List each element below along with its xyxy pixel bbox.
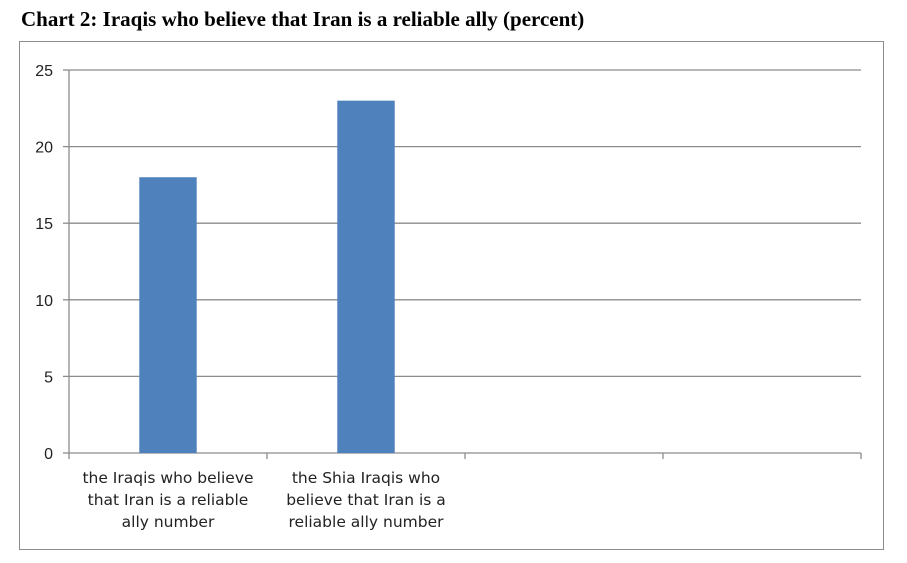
y-tick-label-5: 25	[35, 63, 53, 80]
bar-1	[337, 100, 395, 453]
bar-0	[139, 177, 197, 454]
y-tick-label-0: 0	[44, 446, 53, 463]
y-tick-label-2: 10	[35, 293, 53, 310]
y-tick-label-1: 5	[44, 369, 53, 386]
chart-frame	[19, 41, 884, 550]
y-tick-label-3: 15	[35, 216, 53, 233]
x-category-label-0: the Iraqis who believe that Iran is a re…	[82, 469, 254, 531]
x-category-label-1: the Shia Iraqis who believe that Iran is…	[286, 469, 446, 531]
chart-title: Chart 2: Iraqis who believe that Iran is…	[21, 7, 585, 31]
y-tick-label-4: 20	[35, 140, 53, 157]
